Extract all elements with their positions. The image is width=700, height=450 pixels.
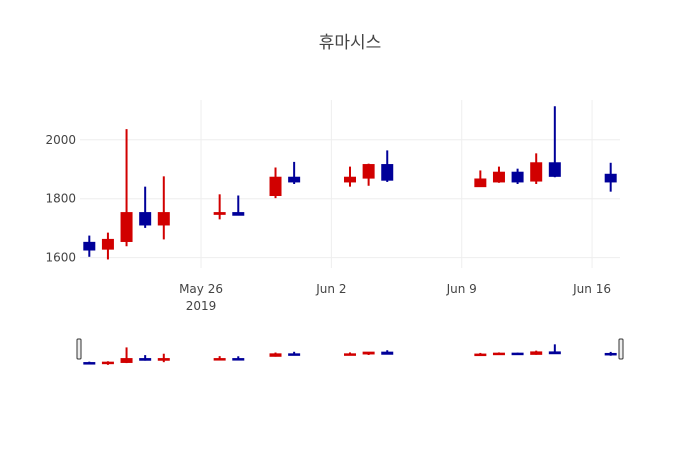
y-tick-label: 2000: [45, 133, 76, 147]
slider-candle: [474, 352, 487, 357]
candle: [362, 163, 375, 186]
candle-body: [139, 212, 152, 226]
candle: [101, 232, 114, 260]
gridlines: [80, 100, 620, 268]
slider-candle: [604, 351, 617, 356]
candle-body: [344, 176, 356, 183]
chart-title: 휴마시스: [319, 33, 382, 53]
x-tick-label: Jun 16: [572, 282, 611, 296]
candle: [288, 161, 301, 184]
candle-body: [381, 351, 394, 355]
candle-body: [213, 212, 226, 215]
slider-candle: [548, 344, 561, 355]
main-plot[interactable]: [83, 106, 617, 260]
x-tick-label: Jun 9: [446, 282, 477, 296]
candle-body: [474, 178, 487, 188]
candle-body: [344, 353, 356, 356]
candle-body: [101, 361, 114, 365]
candle-body: [548, 351, 561, 355]
candle-body: [213, 358, 226, 361]
candle-body: [269, 176, 282, 196]
range-slider-left-handle[interactable]: [76, 338, 82, 360]
range-slider-right-handle[interactable]: [618, 338, 624, 360]
candle-body: [120, 212, 133, 242]
candle-body: [604, 352, 617, 356]
y-axis: 1600 1800 2000: [45, 133, 76, 265]
candle-body: [474, 353, 487, 357]
candle-body: [381, 164, 394, 181]
candle-body: [83, 241, 96, 251]
candle: [511, 168, 524, 184]
candle: [548, 106, 561, 178]
slider-candle: [530, 350, 543, 355]
slider-candle: [83, 361, 96, 365]
candle-body: [120, 358, 133, 363]
candle-body: [604, 173, 617, 183]
slider-candle: [288, 351, 301, 356]
candle-body: [511, 352, 524, 356]
candle: [213, 194, 226, 220]
candle: [474, 170, 487, 188]
candle-body: [288, 176, 301, 183]
candle-body: [362, 351, 375, 355]
candle: [83, 235, 96, 257]
slider-candle: [362, 351, 375, 355]
candle-body: [232, 358, 245, 361]
slider-candle: [381, 350, 394, 355]
candle-body: [139, 358, 152, 361]
candle-body: [101, 238, 114, 250]
slider-candle: [511, 352, 524, 356]
candle: [157, 176, 170, 240]
x-tick-label: Jun 2: [315, 282, 346, 296]
candle-body: [362, 164, 375, 179]
candle: [120, 129, 133, 247]
candle-body: [492, 171, 505, 183]
candle: [269, 167, 282, 199]
slider-candle: [492, 352, 505, 356]
candle-body: [232, 212, 245, 216]
x-axis: May 26 2019 Jun 2 Jun 9 Jun 16: [179, 282, 611, 313]
candle: [604, 162, 617, 192]
y-tick-label: 1800: [45, 192, 76, 206]
slider-candle: [344, 352, 356, 356]
slider-candle: [139, 355, 152, 361]
x-tick-label: May 26: [179, 282, 223, 296]
candle-body: [492, 352, 505, 356]
candle-body: [157, 358, 170, 361]
x-tick-year-label: 2019: [186, 299, 217, 313]
range-slider-bg[interactable]: [80, 327, 620, 372]
candle: [492, 166, 505, 183]
candle: [530, 153, 543, 184]
candle-body: [288, 353, 301, 356]
slider-candle: [213, 356, 226, 361]
y-tick-label: 1600: [45, 251, 76, 265]
candle: [344, 166, 356, 187]
candle-body: [157, 212, 170, 226]
candle-body: [548, 162, 561, 177]
candle-body: [83, 362, 96, 365]
slider-candle: [269, 352, 282, 357]
candle: [232, 195, 245, 216]
slider-candle: [101, 361, 114, 365]
candle: [139, 186, 152, 228]
range-slider[interactable]: [76, 327, 624, 372]
candle-body: [530, 162, 543, 182]
candle-body: [530, 351, 543, 355]
candle-body: [269, 353, 282, 357]
candle: [381, 150, 394, 182]
slider-candle: [157, 353, 170, 363]
candle-body: [511, 171, 524, 183]
slider-candle: [232, 356, 245, 361]
slider-candle: [120, 347, 133, 364]
